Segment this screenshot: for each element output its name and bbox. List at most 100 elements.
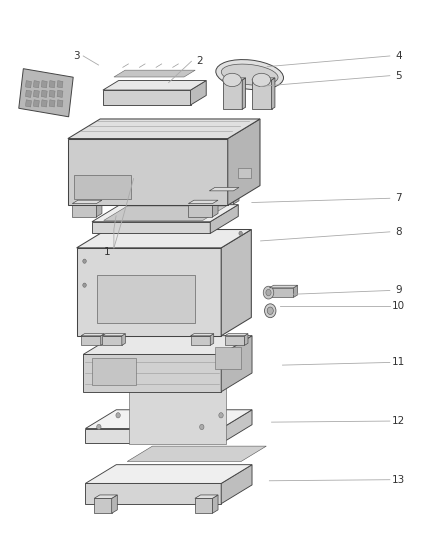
Polygon shape [223,80,242,109]
Polygon shape [215,348,241,369]
Text: 9: 9 [395,286,402,295]
Circle shape [83,259,86,263]
Polygon shape [191,80,206,105]
Polygon shape [188,204,212,217]
Polygon shape [210,334,214,345]
Polygon shape [68,139,228,205]
Polygon shape [228,119,260,205]
Polygon shape [242,78,246,109]
Polygon shape [49,90,55,98]
Polygon shape [101,334,104,345]
Polygon shape [77,248,221,336]
Polygon shape [25,90,32,98]
Text: 2: 2 [196,56,203,66]
Polygon shape [41,90,47,98]
Text: 13: 13 [392,475,405,484]
Polygon shape [252,78,275,80]
Polygon shape [209,191,233,204]
Polygon shape [212,200,218,217]
Circle shape [200,424,204,430]
Polygon shape [85,465,252,483]
Polygon shape [81,336,101,345]
Polygon shape [68,119,260,139]
Polygon shape [74,175,131,198]
Polygon shape [188,200,218,204]
Polygon shape [83,354,221,392]
Text: 3: 3 [73,51,80,61]
Polygon shape [92,222,210,233]
Polygon shape [81,334,104,336]
Text: 11: 11 [392,358,405,367]
Polygon shape [233,188,239,204]
Polygon shape [72,200,102,204]
Polygon shape [225,334,248,336]
Polygon shape [92,205,238,222]
Polygon shape [77,230,251,248]
Polygon shape [19,69,73,117]
Circle shape [239,231,242,236]
Text: 12: 12 [392,416,405,426]
Polygon shape [41,100,47,107]
Polygon shape [293,285,298,297]
Polygon shape [272,78,275,109]
Ellipse shape [221,64,278,85]
Polygon shape [191,334,214,336]
Circle shape [267,307,273,314]
Text: 10: 10 [392,302,405,311]
Polygon shape [33,80,39,88]
Polygon shape [103,90,191,105]
Ellipse shape [223,73,241,86]
Polygon shape [25,100,32,107]
Polygon shape [244,334,248,345]
Text: 4: 4 [395,51,402,61]
Polygon shape [93,188,123,191]
Polygon shape [103,80,206,90]
Polygon shape [210,205,238,233]
Polygon shape [212,495,218,513]
Polygon shape [49,100,55,107]
Ellipse shape [216,60,283,90]
Text: 7: 7 [395,193,402,203]
Polygon shape [129,378,226,444]
Polygon shape [83,336,252,354]
Polygon shape [85,429,221,443]
Polygon shape [221,465,252,504]
Circle shape [266,289,271,296]
Text: 8: 8 [395,227,402,237]
Polygon shape [209,188,239,191]
Polygon shape [85,483,221,504]
Polygon shape [238,168,251,179]
Polygon shape [49,80,55,88]
Circle shape [116,413,120,418]
Polygon shape [33,90,39,98]
Polygon shape [122,334,125,345]
Circle shape [97,424,101,430]
Circle shape [219,413,223,418]
Polygon shape [72,204,96,217]
Polygon shape [114,70,195,77]
Circle shape [83,283,86,287]
Circle shape [265,304,276,318]
Polygon shape [57,100,63,107]
Polygon shape [104,206,226,221]
Polygon shape [252,80,272,109]
Polygon shape [221,336,252,392]
Circle shape [263,286,274,299]
Polygon shape [85,410,252,429]
Polygon shape [269,288,293,297]
Polygon shape [33,100,39,107]
Polygon shape [93,191,117,204]
Polygon shape [112,495,117,513]
Polygon shape [94,498,112,513]
Ellipse shape [252,73,271,86]
Polygon shape [41,80,47,88]
Polygon shape [195,498,212,513]
Polygon shape [223,78,246,80]
Polygon shape [25,80,32,88]
Polygon shape [102,334,125,336]
Text: 5: 5 [395,71,402,80]
Polygon shape [195,495,218,498]
Polygon shape [57,90,63,98]
Polygon shape [191,336,210,345]
Polygon shape [97,274,195,323]
